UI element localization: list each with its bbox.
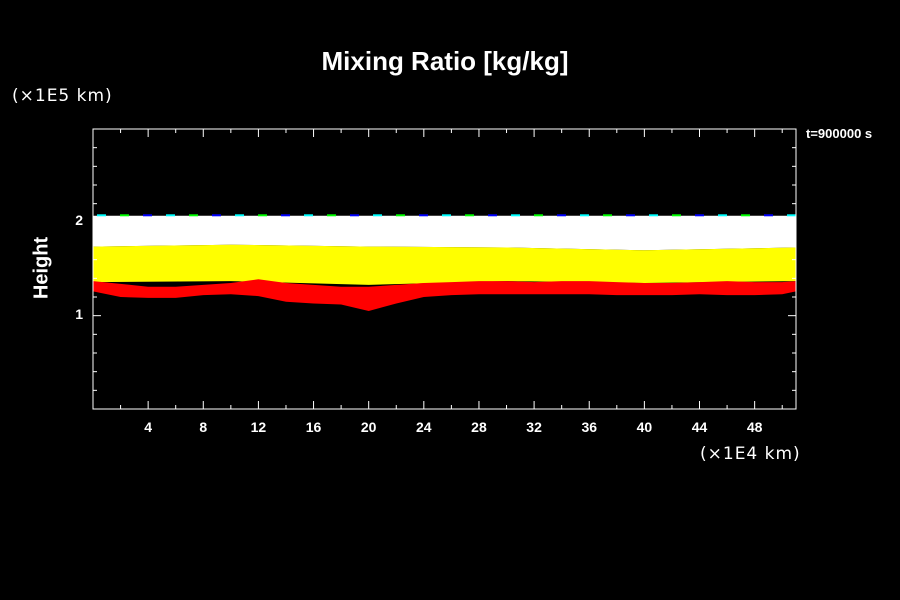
fringe-segment <box>695 214 704 217</box>
fringe-segment <box>189 214 198 217</box>
fringe-segment <box>672 214 681 217</box>
fringe-segment <box>281 214 290 217</box>
x-tick-label: 28 <box>471 419 487 435</box>
x-tick-label: 24 <box>416 419 432 435</box>
x-tick-label: 16 <box>305 419 322 435</box>
chart-title: Mixing Ratio [kg/kg] <box>321 46 569 76</box>
y-tick-label: 1 <box>75 305 83 322</box>
fringe-segment <box>787 214 796 217</box>
fringe-segment <box>419 214 428 217</box>
x-tick-label: 40 <box>636 419 653 435</box>
x-tick-label: 36 <box>581 419 598 435</box>
x-tick-label: 48 <box>746 419 763 435</box>
fringe-segment <box>143 214 152 217</box>
plot-frame <box>92 128 797 410</box>
fringe-segment <box>396 214 405 217</box>
white-band-0 <box>93 215 796 251</box>
red-band-2 <box>93 279 796 311</box>
fringe-segment <box>626 214 635 217</box>
fringe-segment <box>488 214 497 217</box>
x-unit-label: (×1E4 km) <box>700 444 801 464</box>
fringe-segment <box>534 214 543 217</box>
fringe-segment <box>166 214 175 217</box>
top-fringe <box>97 214 796 217</box>
x-tick-label: 32 <box>526 419 542 435</box>
x-tick-label: 20 <box>360 419 377 435</box>
fringe-segment <box>603 214 612 217</box>
fringe-segment <box>511 214 520 217</box>
fringe-segment <box>557 214 566 217</box>
fringe-segment <box>327 214 336 217</box>
fringe-segment <box>649 214 658 217</box>
y-tick-label: 2 <box>75 212 83 229</box>
y-unit-label: (×1E5 km) <box>12 86 113 106</box>
mixing-ratio-field <box>93 215 796 311</box>
yellow-band-1 <box>93 244 796 285</box>
fringe-segment <box>350 214 359 217</box>
x-tick-label: 4 <box>144 419 153 435</box>
x-tick-label: 8 <box>199 419 208 435</box>
fringe-segment <box>258 214 267 217</box>
fringe-segment <box>442 214 451 217</box>
fringe-segment <box>741 214 750 217</box>
fringe-segment <box>580 214 589 217</box>
x-tick-label: 12 <box>250 419 267 435</box>
axis-ticks <box>93 129 796 409</box>
fringe-segment <box>235 214 244 217</box>
fringe-segment <box>212 214 221 217</box>
fringe-segment <box>97 214 106 217</box>
fringe-segment <box>373 214 382 217</box>
time-label: t=900000 s <box>806 126 873 141</box>
fringe-segment <box>465 214 474 217</box>
x-tick-label: 44 <box>691 419 708 435</box>
fringe-segment <box>764 214 773 217</box>
fringe-segment <box>120 214 129 217</box>
y-axis-label: Height <box>30 236 53 300</box>
fringe-segment <box>718 214 727 217</box>
fringe-segment <box>304 214 313 217</box>
